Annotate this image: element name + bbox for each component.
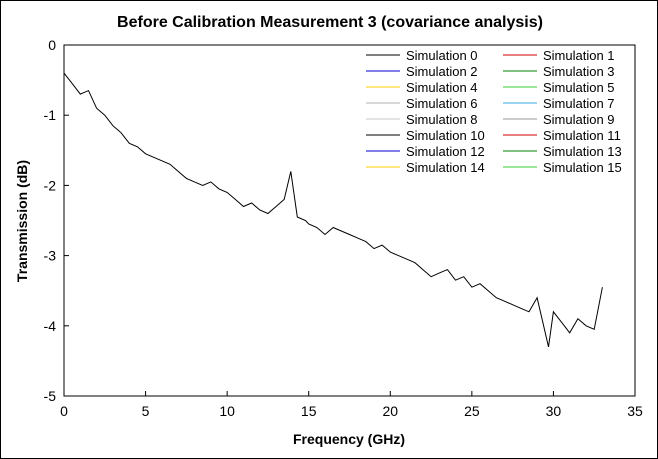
x-axis-label: Frequency (GHz) [293, 431, 405, 447]
y-tick-label: 0 [48, 37, 56, 53]
x-axis: 0 5 10 15 20 25 30 35 [60, 391, 643, 419]
y-tick-label: -2 [44, 177, 57, 193]
y-axis: 0 -1 -2 -3 -4 -5 [44, 37, 69, 404]
legend-entry: Simulation 10 [406, 128, 485, 143]
legend-entry: Simulation 5 [543, 80, 615, 95]
series-layer [63, 72, 603, 348]
legend-entry: Simulation 4 [406, 80, 478, 95]
x-tick-label: 25 [464, 403, 480, 419]
x-tick-label: 35 [627, 403, 643, 419]
y-tick-label: -1 [44, 107, 57, 123]
legend-entry: Simulation 6 [406, 96, 478, 111]
legend-entry: Simulation 13 [543, 144, 622, 159]
legend-entry: Simulation 1 [543, 48, 615, 63]
legend-entry: Simulation 8 [406, 112, 478, 127]
legend-entry: Simulation 3 [543, 64, 615, 79]
legend-entry: Simulation 15 [543, 160, 622, 175]
x-tick-label: 20 [382, 403, 398, 419]
legend-entry: Simulation 7 [543, 96, 615, 111]
legend-entry: Simulation 0 [406, 48, 478, 63]
x-tick-label: 30 [546, 403, 562, 419]
legend-entry: Simulation 9 [543, 112, 615, 127]
x-tick-label: 15 [301, 403, 317, 419]
y-tick-label: -3 [44, 248, 57, 264]
x-tick-label: 10 [219, 403, 235, 419]
x-tick-label: 0 [60, 403, 68, 419]
y-axis-label: Transmission (dB) [14, 160, 30, 282]
legend-entry: Simulation 2 [406, 64, 478, 79]
legend-entry: Simulation 14 [406, 160, 485, 175]
plot-area [63, 44, 636, 397]
chart-title: Before Calibration Measurement 3 (covari… [117, 14, 543, 31]
series-line-0 [63, 72, 603, 348]
x-tick-label: 5 [142, 403, 150, 419]
legend-entry: Simulation 11 [543, 128, 621, 143]
y-tick-label: -5 [44, 388, 57, 404]
legend-entry: Simulation 12 [406, 144, 485, 159]
y-tick-label: -4 [44, 318, 57, 334]
